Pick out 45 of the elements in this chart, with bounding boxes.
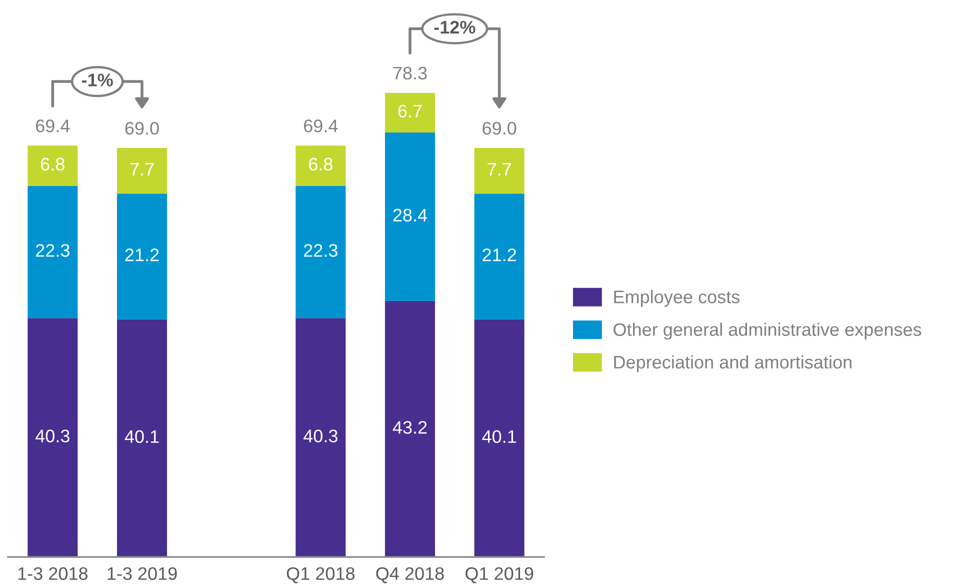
- data-label: 6.7: [398, 104, 422, 118]
- bar: [474, 319, 524, 557]
- x-tick-label: Q1 2018: [286, 567, 355, 584]
- total-label: 78.3: [393, 66, 427, 80]
- data-label: 40.1: [124, 430, 159, 443]
- bar: [384, 300, 436, 557]
- bar: [116, 319, 168, 557]
- bar: [28, 186, 78, 318]
- bar: [384, 132, 436, 301]
- legend-label: Other general administrative expenses: [614, 322, 922, 340]
- bar: [296, 318, 346, 557]
- bar: [474, 194, 524, 320]
- x-tick-label: Q4 2018: [376, 567, 444, 584]
- legend-label: Depreciation and amortisation: [614, 355, 852, 372]
- bar: [474, 148, 524, 194]
- data-label: 40.1: [482, 430, 516, 443]
- total-label: 69.4: [36, 120, 70, 132]
- data-label: 21.2: [482, 248, 516, 262]
- bar: [116, 194, 168, 320]
- text: -1%: [82, 74, 113, 86]
- total-label: 69.0: [125, 122, 159, 135]
- total-label: 69.0: [482, 122, 516, 135]
- bar: [384, 92, 436, 133]
- data-label: 7.7: [488, 163, 511, 176]
- data-label: 6.8: [309, 158, 332, 171]
- data-label: 6.8: [41, 158, 64, 171]
- data-label: 43.2: [392, 421, 427, 434]
- bar: [28, 318, 78, 557]
- bar: [28, 146, 78, 186]
- bar: [296, 186, 346, 318]
- legend-label: Employee costs: [614, 290, 740, 307]
- data-label: 22.3: [36, 244, 70, 257]
- data-label: 28.4: [393, 208, 428, 222]
- text: -12%: [434, 20, 476, 34]
- bar: [116, 148, 168, 194]
- data-label: 21.2: [125, 248, 159, 262]
- x-tick-label: 1-3 2019: [108, 567, 177, 580]
- data-label: 40.3: [304, 430, 338, 442]
- total-label: 69.4: [304, 120, 338, 132]
- data-label: 40.3: [36, 430, 70, 442]
- x-tick-label: Q1 2019: [466, 567, 534, 584]
- data-label: 7.7: [130, 163, 154, 176]
- data-label: 22.3: [304, 244, 338, 257]
- x-tick-label: 1-3 2018: [18, 567, 88, 580]
- bar: [296, 146, 346, 186]
